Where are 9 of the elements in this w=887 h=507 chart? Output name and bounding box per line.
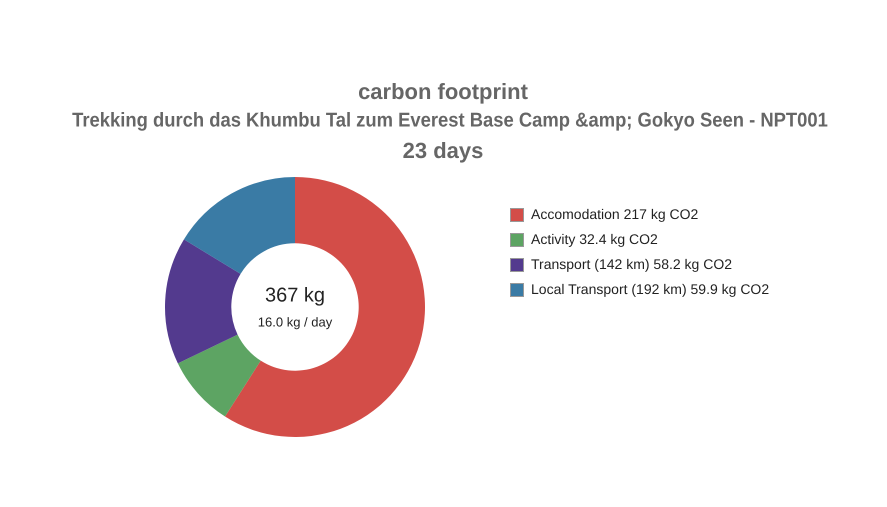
chart-subtitle: Trekking durch das Khumbu Tal zum Everest Base Camp &amp; Gokyo Seen - NPT001 <box>72 110 828 132</box>
text: 367 kg <box>264 284 326 307</box>
chart-title: carbon footprint <box>358 79 529 104</box>
text: 16.0 kg / day <box>258 314 333 330</box>
legend-label: Activity 32.4 kg CO2 <box>531 230 658 247</box>
legend-label: Accomodation 217 kg CO2 <box>531 206 699 222</box>
legend-label: Local Transport (192 km) 59.9 kg CO2 <box>531 280 770 297</box>
legend-label: Transport (142 km) 58.2 kg CO2 <box>531 256 732 272</box>
text: 23 days <box>402 138 484 164</box>
